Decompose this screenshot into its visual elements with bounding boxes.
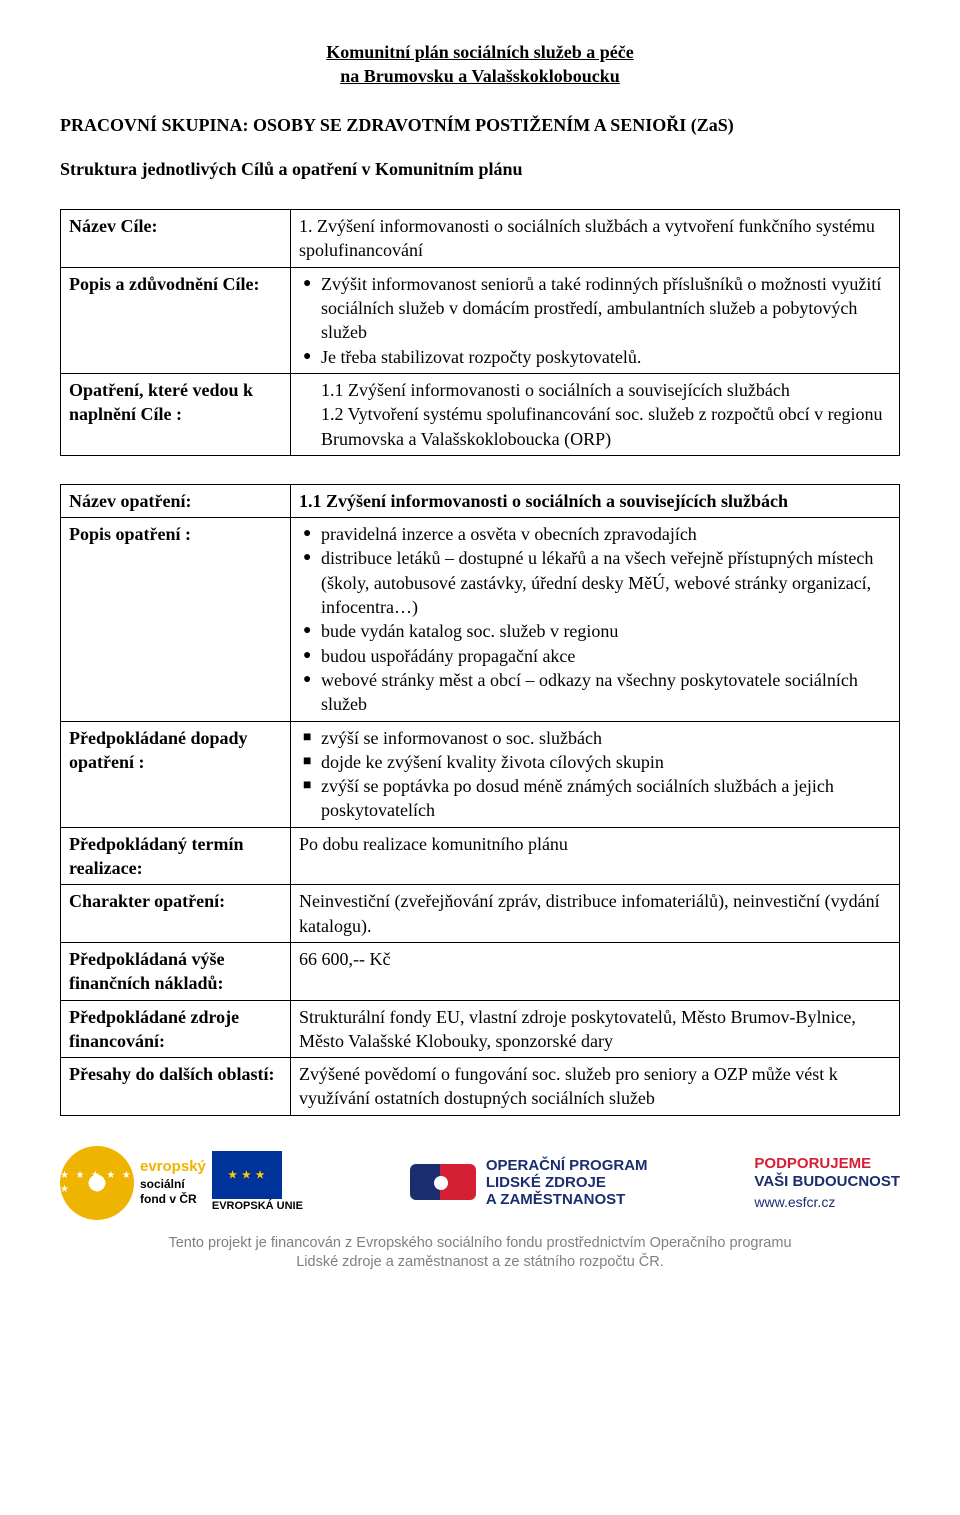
document-title: Komunitní plán sociálních služeb a péče … bbox=[60, 40, 900, 89]
char-label: Charakter opatření: bbox=[61, 885, 291, 943]
term-value: Po dobu realizace komunitního plánu bbox=[291, 827, 900, 885]
impact-item: dojde ke zvýšení kvality života cílových… bbox=[299, 750, 891, 774]
sources-label: Předpokládané zdroje financování: bbox=[61, 1000, 291, 1058]
title-line-1: Komunitní plán sociálních služeb a péče bbox=[60, 40, 900, 64]
op-logo: OPERAČNÍ PROGRAM LIDSKÉ ZDROJE A ZAMĚSTN… bbox=[410, 1156, 648, 1210]
overlap-value: Zvýšené povědomí o fungování soc. služeb… bbox=[291, 1058, 900, 1116]
goal-name-label: Název Cíle: bbox=[61, 210, 291, 268]
cost-value: 66 600,-- Kč bbox=[291, 942, 900, 1000]
goal-desc-value: Zvýšit informovanost seniorů a také rodi… bbox=[291, 267, 900, 373]
puzzle-icon bbox=[410, 1156, 476, 1210]
goal-table: Název Cíle: 1. Zvýšení informovanosti o … bbox=[60, 209, 900, 456]
structure-heading: Struktura jednotlivých Cílů a opatření v… bbox=[60, 157, 900, 181]
measure-desc-value: pravidelná inzerce a osvěta v obecních z… bbox=[291, 518, 900, 721]
eu-flag-icon: ★ ★ ★ bbox=[212, 1151, 282, 1199]
measure-line: 1.1 Zvýšení informovanosti o sociálních … bbox=[321, 378, 891, 402]
measure-desc-bullet: webové stránky měst a obcí – odkazy na v… bbox=[299, 668, 891, 717]
eu-block: ★ ★ ★ EVROPSKÁ UNIE bbox=[212, 1151, 303, 1214]
measure-name-label: Název opatření: bbox=[61, 484, 291, 517]
measure-desc-bullet: budou uspořádány propagační akce bbox=[299, 644, 891, 668]
measure-table: Název opatření: 1.1 Zvýšení informovanos… bbox=[60, 484, 900, 1116]
esf-star-icon bbox=[60, 1146, 134, 1220]
goal-desc-bullet: Zvýšit informovanost seniorů a také rodi… bbox=[299, 272, 891, 345]
impacts-value: zvýší se informovanost o soc. službách d… bbox=[291, 721, 900, 827]
eu-label: EVROPSKÁ UNIE bbox=[212, 1199, 303, 1214]
footer-line: Lidské zdroje a zaměstnanost a ze státní… bbox=[60, 1253, 900, 1272]
support-url: www.esfcr.cz bbox=[754, 1194, 900, 1210]
support-block: PODPORUJEME VAŠI BUDOUCNOST www.esfcr.cz bbox=[754, 1155, 900, 1210]
op-line: OPERAČNÍ PROGRAM bbox=[486, 1157, 648, 1174]
measure-desc-bullet: bude vydán katalog soc. služeb v regionu bbox=[299, 619, 891, 643]
esf-line: fond v ČR bbox=[140, 1192, 206, 1207]
footer-logos: evropský sociální fond v ČR ★ ★ ★ EVROPS… bbox=[60, 1146, 900, 1220]
cost-label: Předpokládaná výše finančních nákladů: bbox=[61, 942, 291, 1000]
op-line: LIDSKÉ ZDROJE bbox=[486, 1174, 648, 1191]
measure-line: 1.2 Vytvoření systému spolufinancování s… bbox=[321, 402, 891, 451]
esf-line: evropský bbox=[140, 1158, 206, 1177]
char-value: Neinvestiční (zveřejňování zpráv, distri… bbox=[291, 885, 900, 943]
goal-desc-label: Popis a zdůvodnění Cíle: bbox=[61, 267, 291, 373]
op-text: OPERAČNÍ PROGRAM LIDSKÉ ZDROJE A ZAMĚSTN… bbox=[486, 1157, 648, 1209]
goal-desc-bullet: Je třeba stabilizovat rozpočty poskytova… bbox=[299, 345, 891, 369]
op-line: A ZAMĚSTNANOST bbox=[486, 1191, 648, 1208]
measure-name-strong: 1.1 Zvýšení informovanosti o sociálních … bbox=[299, 491, 788, 511]
goal-measures-label: Opatření, které vedou k naplnění Cíle : bbox=[61, 373, 291, 455]
esf-line: sociální bbox=[140, 1177, 206, 1192]
support-line: VAŠI BUDOUCNOST bbox=[754, 1173, 900, 1190]
measure-desc-label: Popis opatření : bbox=[61, 518, 291, 721]
esf-text: evropský sociální fond v ČR bbox=[140, 1158, 206, 1207]
term-label: Předpokládaný termín realizace: bbox=[61, 827, 291, 885]
footer-line: Tento projekt je financován z Evropského… bbox=[60, 1234, 900, 1253]
support-line: PODPORUJEME bbox=[754, 1155, 900, 1172]
title-line-2: na Brumovsku a Valašskokloboucku bbox=[60, 64, 900, 88]
overlap-label: Přesahy do dalších oblastí: bbox=[61, 1058, 291, 1116]
sources-value: Strukturální fondy EU, vlastní zdroje po… bbox=[291, 1000, 900, 1058]
impacts-label: Předpokládané dopady opatření : bbox=[61, 721, 291, 827]
working-group: PRACOVNÍ SKUPINA: OSOBY SE ZDRAVOTNÍM PO… bbox=[60, 113, 900, 137]
measure-desc-bullet: distribuce letáků – dostupné u lékařů a … bbox=[299, 546, 891, 619]
footer-funding-text: Tento projekt je financován z Evropského… bbox=[60, 1234, 900, 1272]
impact-item: zvýší se informovanost o soc. službách bbox=[299, 726, 891, 750]
impact-item: zvýší se poptávka po dosud méně známých … bbox=[299, 774, 891, 823]
goal-measures-value: 1.1 Zvýšení informovanosti o sociálních … bbox=[291, 373, 900, 455]
esf-logo: evropský sociální fond v ČR ★ ★ ★ EVROPS… bbox=[60, 1146, 303, 1220]
measure-name-value: 1.1 Zvýšení informovanosti o sociálních … bbox=[291, 484, 900, 517]
goal-name-value: 1. Zvýšení informovanosti o sociálních s… bbox=[291, 210, 900, 268]
measure-desc-bullet: pravidelná inzerce a osvěta v obecních z… bbox=[299, 522, 891, 546]
